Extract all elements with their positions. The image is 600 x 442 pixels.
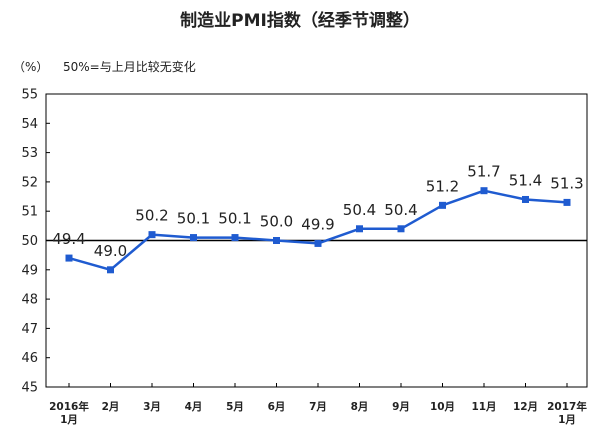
x-tick-label: 6月 — [268, 401, 286, 413]
y-axis: 45 46 47 48 49 50 51 52 53 54 55 — [21, 88, 50, 396]
data-label: 51.7 — [467, 163, 500, 181]
data-label: 51.4 — [509, 171, 542, 189]
data-label: 49.0 — [94, 242, 127, 260]
y-tick-label: 49 — [21, 263, 38, 278]
x-tick-label: 9月 — [392, 401, 410, 413]
y-tick-label: 52 — [21, 175, 38, 190]
data-point-marker — [231, 234, 239, 242]
x-tick-label: 4月 — [185, 401, 203, 413]
data-label: 49.9 — [301, 215, 334, 233]
data-point-marker — [356, 225, 363, 233]
data-label: 50.1 — [218, 210, 251, 228]
y-axis-unit: （%） — [13, 60, 48, 74]
y-tick-label: 48 — [21, 293, 38, 308]
data-point-marker — [148, 231, 156, 239]
data-point-marker — [480, 187, 488, 195]
data-point-marker — [439, 201, 446, 209]
data-point-marker — [563, 198, 571, 206]
data-label: 50.1 — [177, 210, 210, 228]
x-tick-label: 7月 — [309, 401, 327, 413]
x-tick-label: 8月 — [351, 401, 369, 413]
data-point-marker — [273, 237, 280, 244]
data-label: 51.3 — [550, 174, 583, 192]
x-tick-label: 2017年 1月 — [547, 400, 587, 426]
x-tick-label: 12月 — [513, 401, 538, 413]
x-tick-label: 3月 — [143, 401, 161, 413]
data-label: 50.4 — [343, 201, 376, 219]
data-label: 50.4 — [384, 201, 417, 219]
data-label: 50.2 — [135, 207, 168, 225]
chart-note: 50%=与上月比较无变化 — [63, 59, 196, 74]
data-label: 51.2 — [426, 177, 459, 195]
y-tick-label: 51 — [21, 205, 38, 220]
data-point-marker — [107, 266, 114, 274]
data-label: 50.0 — [260, 213, 293, 231]
y-tick-label: 53 — [21, 146, 38, 161]
x-tick-label: 2016年 1月 — [49, 400, 89, 426]
series-pmi: 49.4 49.0 50.2 50.1 50.1 50.0 49.9 50.4 50.4 51.2… — [52, 163, 584, 274]
data-point-marker — [190, 234, 197, 242]
y-tick-label: 50 — [21, 234, 38, 249]
data-point-marker — [314, 239, 322, 247]
chart-title: 制造业PMI指数（经季节调整） — [180, 10, 420, 31]
data-label: 49.4 — [52, 230, 85, 248]
x-tick-label: 5月 — [226, 401, 244, 413]
y-tick-label: 55 — [21, 88, 38, 103]
y-tick-label: 45 — [21, 381, 38, 396]
x-axis: 2016年 1月 2月 3月 4月 5月 6月 7月 8月 9月 10月 11月 12月 2017年 1月 — [49, 383, 587, 426]
data-point-marker — [522, 195, 529, 203]
data-point-marker — [397, 225, 405, 233]
data-point-marker — [65, 254, 73, 262]
y-tick-label: 46 — [21, 351, 38, 366]
y-tick-label: 54 — [21, 117, 38, 132]
y-tick-label: 47 — [21, 322, 38, 337]
x-tick-label: 10月 — [430, 401, 455, 413]
x-tick-label: 11月 — [471, 401, 496, 413]
x-tick-label: 2月 — [102, 401, 120, 413]
